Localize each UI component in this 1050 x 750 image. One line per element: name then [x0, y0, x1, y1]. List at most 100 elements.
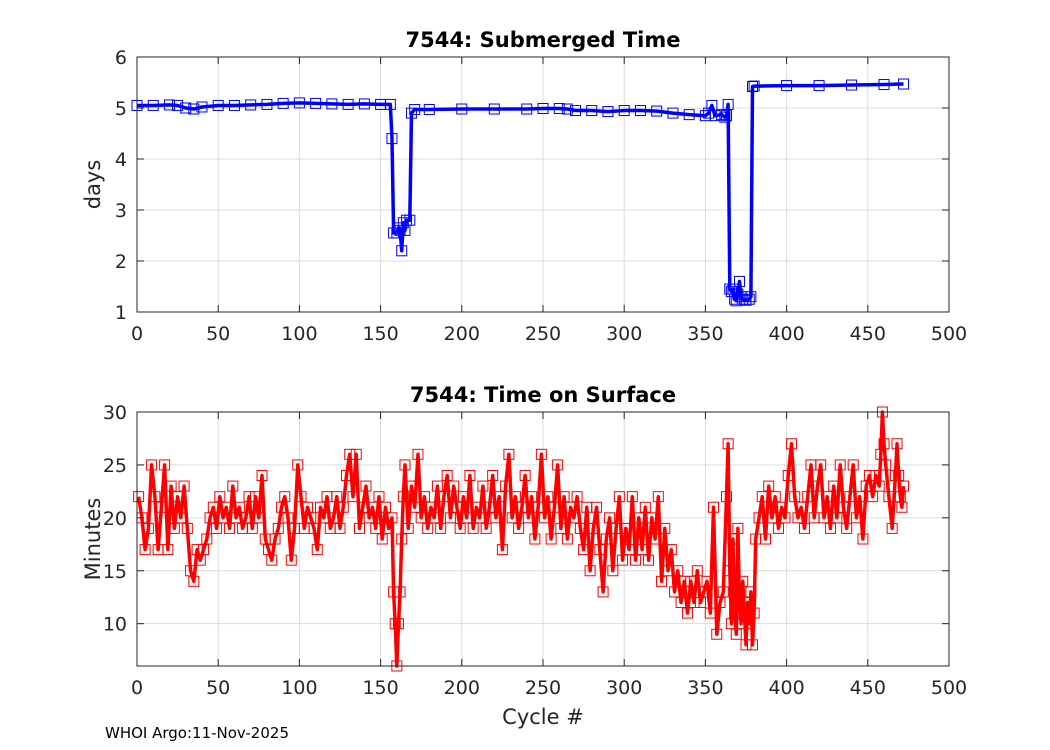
data-point-marker [896, 501, 908, 513]
data-point-marker [188, 103, 200, 115]
y-tick-label: 3 [115, 200, 127, 222]
data-point-marker [854, 491, 866, 503]
data-point-marker [509, 491, 521, 503]
data-point-marker [399, 459, 411, 471]
data-point-marker [340, 470, 352, 481]
data-point-marker [519, 470, 531, 481]
data-point-marker [695, 597, 707, 608]
data-point-marker [388, 586, 400, 598]
data-point-marker [159, 459, 171, 471]
data-point-marker [734, 597, 746, 608]
data-point-marker [490, 512, 502, 524]
x-tick-label: 50 [206, 323, 230, 345]
data-point-marker [217, 512, 229, 524]
data-point-marker [722, 98, 734, 110]
data-point-marker [168, 522, 180, 534]
data-point-marker [704, 607, 716, 619]
data-point-marker [846, 79, 858, 91]
data-point-marker [457, 491, 469, 503]
data-point-marker [162, 544, 174, 556]
data-point-marker [568, 512, 580, 524]
x-tick-label: 250 [525, 323, 561, 345]
data-point-marker [404, 214, 416, 226]
y-tick-label: 5 [115, 98, 127, 120]
data-point-marker [493, 491, 505, 503]
x-tick-label: 250 [525, 677, 561, 699]
x-tick-label: 450 [850, 323, 886, 345]
data-point-marker [250, 491, 262, 503]
data-point-marker [405, 480, 417, 492]
data-point-marker [467, 522, 479, 534]
data-point-marker [133, 491, 145, 503]
data-point-marker [886, 522, 898, 534]
data-point-marker [522, 512, 534, 524]
data-point-marker [353, 522, 365, 534]
data-point-marker [198, 544, 210, 556]
data-point-marker [227, 480, 239, 492]
data-point-marker [243, 491, 255, 503]
data-point-marker [363, 512, 375, 524]
data-point-marker [506, 512, 518, 524]
data-point-marker [233, 501, 245, 513]
data-point-marker [880, 459, 892, 471]
data-point-marker [305, 512, 317, 524]
data-point-marker [276, 501, 288, 513]
data-point-marker [746, 81, 758, 93]
data-point-marker [730, 628, 742, 640]
data-point-marker [366, 501, 378, 513]
data-point-marker [139, 544, 151, 556]
data-point-marker [875, 448, 887, 460]
data-point-marker [634, 105, 646, 117]
data-point-marker [178, 480, 190, 492]
data-point-marker [831, 512, 843, 524]
y-tick-label: 25 [103, 455, 127, 477]
data-point-marker [821, 491, 833, 503]
data-point-marker [717, 586, 729, 598]
data-point-marker [521, 103, 533, 115]
data-point-marker [711, 628, 723, 640]
data-point-marker [737, 293, 749, 305]
data-point-marker [370, 522, 382, 534]
data-point-marker [396, 245, 408, 257]
data-point-marker [708, 501, 720, 513]
data-point-marker [600, 533, 612, 545]
data-point-marker [735, 618, 747, 630]
data-point-marker [384, 98, 396, 110]
data-point-marker [613, 491, 625, 503]
data-point-marker [376, 533, 388, 545]
x-tick-label: 450 [850, 677, 886, 699]
data-point-marker [727, 533, 739, 545]
data-point-marker [532, 501, 544, 513]
y-tick-label: 15 [103, 561, 127, 583]
data-point-marker [155, 501, 167, 513]
data-point-marker [526, 491, 538, 503]
x-tick-label: 150 [362, 677, 398, 699]
data-point-marker [337, 501, 349, 513]
data-point-marker [850, 512, 862, 524]
data-point-marker [405, 107, 417, 119]
data-point-marker [651, 105, 663, 117]
data-point-marker [857, 533, 869, 545]
data-point-marker [863, 470, 875, 481]
data-point-marker [837, 501, 849, 513]
data-point-marker [558, 491, 570, 503]
data-point-marker [311, 544, 323, 556]
data-point-marker [448, 480, 460, 492]
data-point-marker [503, 448, 515, 460]
data-point-marker [386, 512, 398, 524]
data-point-marker [211, 522, 223, 534]
data-point-marker [675, 597, 687, 608]
data-point-marker [431, 480, 443, 492]
y-tick-label: 20 [103, 508, 127, 530]
data-point-marker [652, 491, 664, 503]
data-point-marker [142, 522, 154, 534]
x-tick-label: 150 [362, 323, 398, 345]
data-point-marker [418, 491, 430, 503]
data-point-marker [685, 575, 697, 587]
data-point-marker [759, 533, 771, 545]
data-point-marker [548, 501, 560, 513]
data-point-marker [748, 607, 760, 619]
data-point-marker [586, 105, 598, 117]
x-tick-label: 0 [131, 323, 143, 345]
x-tick-label: 100 [281, 323, 317, 345]
